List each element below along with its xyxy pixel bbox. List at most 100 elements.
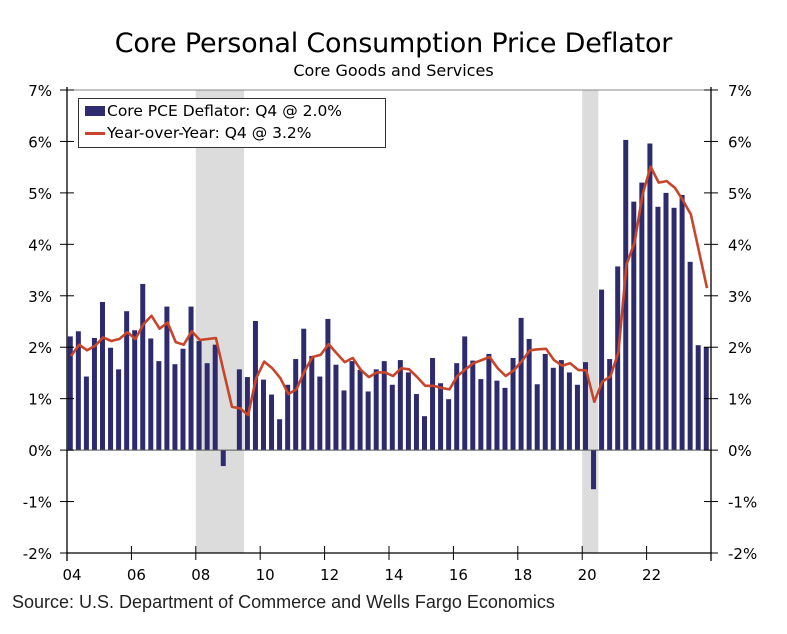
bar [333,364,339,451]
bar [510,358,516,451]
chart-title: Core Personal Consumption Price Deflator [114,28,673,59]
bar [550,367,556,451]
bar [148,338,154,451]
x-tick-label: 14 [384,566,403,584]
bar [172,364,178,451]
bar [220,450,226,467]
bar [349,361,355,451]
bar [67,336,73,451]
bar [301,328,307,451]
right-y-tick-label: -1% [728,494,757,512]
bar [317,376,323,451]
bar [599,289,605,451]
bar [446,399,452,451]
legend-label-core-pce: Core PCE Deflator: Q4 @ 2.0% [107,102,343,120]
line-series-layer [69,165,709,417]
recession-band [195,90,245,553]
left-y-tick-label: 6% [28,133,52,151]
bar [140,283,146,451]
right-y-tick-label: 7% [728,82,752,100]
bar [558,360,564,451]
bar [566,372,572,451]
bar [341,390,347,451]
bar [293,359,299,451]
right-y-tick-label: 0% [728,442,752,460]
bar [373,369,379,451]
bar [695,345,701,451]
bar [75,331,81,451]
x-tick-label: 18 [513,566,532,584]
bar [236,369,242,451]
bar [631,201,637,451]
bar [470,360,476,451]
bar [502,387,508,451]
bar [687,261,693,451]
bar [357,369,363,451]
bar [188,306,194,451]
bar [583,362,588,451]
bar [365,391,371,451]
bar [671,207,677,451]
left-y-tick-label: -2% [23,545,52,563]
bar [607,359,613,451]
bar [83,376,89,451]
bar [309,355,315,451]
right-y-tick-label: 6% [728,133,752,151]
bar-series-layer [67,139,709,490]
bar [422,416,427,451]
legend-item-yoy: Year-over-Year: Q4 @ 3.2% [85,124,312,142]
x-tick-label: 10 [256,566,275,584]
bar [526,338,532,451]
bar [623,139,629,451]
bar [494,380,500,451]
right-y-tick-label: 3% [728,288,752,306]
bar [478,379,484,451]
right-y-tick-label: 1% [728,391,752,409]
bar [655,206,661,451]
bar [381,361,387,451]
bar [269,394,275,451]
bar [430,358,436,451]
x-tick-label: 16 [449,566,468,584]
bar [91,337,97,451]
bar [277,419,283,451]
bar [542,353,548,451]
legend-line-swatch [85,131,105,135]
bar [212,344,218,451]
right-y-tick-label: -2% [728,545,757,563]
right-y-tick-label: 5% [728,185,752,203]
bar [405,372,411,451]
bar [164,306,170,451]
bar [100,301,105,451]
chart-subtitle: Core Goods and Services [293,61,494,80]
bar [486,353,492,451]
bar [116,369,122,451]
bar [196,341,202,451]
axes-layer: -2% -2% -1% -1% 0% 0% 1% 1% 2% 2% 3% 3% 4% 4% 5% 5% 6% 6%… [23,82,757,584]
bar [132,330,138,451]
bar [591,450,597,490]
right-y-tick-label: 4% [728,236,752,254]
legend-label-yoy: Year-over-Year: Q4 @ 3.2% [107,124,312,142]
bar [647,143,653,451]
left-y-tick-label: 0% [28,442,52,460]
x-tick-label: 12 [320,566,339,584]
bar [325,318,331,451]
x-tick-label: 08 [191,566,210,584]
bar [574,384,580,451]
bar [534,384,540,451]
left-y-tick-label: 1% [28,391,52,409]
bar [639,182,645,451]
left-y-tick-label: 2% [28,339,52,357]
bar [413,394,419,451]
bar [454,363,460,451]
bar [438,383,444,451]
bar [397,360,403,451]
right-y-tick-label: 2% [728,339,752,357]
bar [261,379,266,451]
bar [389,384,395,451]
yoy-line [69,165,709,417]
bar [204,363,210,451]
left-y-tick-label: 5% [28,185,52,203]
